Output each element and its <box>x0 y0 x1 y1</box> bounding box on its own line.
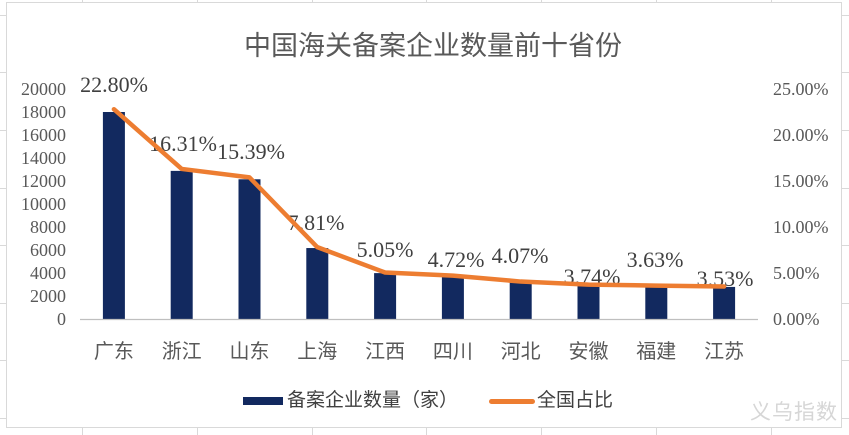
percentage-line <box>111 106 727 289</box>
left-axis-tick: 16000 <box>21 125 66 145</box>
line-point-data-label: 5.05% <box>356 237 414 262</box>
legend-label-bar-series: 备案企业数量（家） <box>287 390 459 411</box>
right-axis-tick: 10.00% <box>773 217 829 237</box>
gridline-stub <box>842 15 849 16</box>
gridline-stub <box>0 245 7 246</box>
gridline-stub <box>541 428 542 435</box>
gridline-stub <box>426 0 427 3</box>
bar-山东 <box>238 179 261 319</box>
gridline-stub <box>842 130 849 131</box>
gridline-stub <box>0 188 7 189</box>
left-axis-tick: 14000 <box>21 148 66 168</box>
gridline-stub <box>771 428 772 435</box>
gridline-stub <box>82 0 83 3</box>
gridline-stub <box>842 418 849 419</box>
legend-label-line-series: 全国占比 <box>537 390 614 411</box>
gridline-stub <box>842 188 849 189</box>
chart-title: 中国海关备案企业数量前十省份 <box>244 31 622 61</box>
gridline-stub <box>0 418 7 419</box>
bar-浙江 <box>170 170 193 319</box>
right-axis-tick: 0.00% <box>773 309 820 329</box>
gridline-stub <box>656 428 657 435</box>
gridline-stub <box>426 428 427 435</box>
line-point-data-label: 4.07% <box>491 243 549 268</box>
line-point-data-label: 22.80% <box>80 72 148 97</box>
line-point-data-label: 7.81% <box>287 210 345 235</box>
chart-object[interactable] <box>6 2 842 428</box>
left-axis-tick: 18000 <box>21 102 66 122</box>
category-label: 山东 <box>229 341 270 363</box>
bar-上海 <box>306 248 329 319</box>
gridline-stub <box>0 72 7 73</box>
gridline-stub <box>842 360 849 361</box>
gridline-stub <box>842 72 849 73</box>
right-axis-tick: 25.00% <box>773 79 829 99</box>
legend-line-swatch-icon <box>489 399 535 404</box>
gridline-stub <box>0 360 7 361</box>
bar-四川 <box>441 276 464 319</box>
gridline-stub <box>656 0 657 3</box>
gridline-stub <box>197 428 198 435</box>
bar-江西 <box>374 273 397 319</box>
bar-福建 <box>645 285 668 319</box>
category-label: 四川 <box>432 341 473 363</box>
category-label: 浙江 <box>161 341 202 363</box>
watermark: 义乌指数 <box>750 401 838 424</box>
right-axis-tick: 5.00% <box>773 263 820 283</box>
bar-广东 <box>102 112 125 319</box>
gridline-stub <box>842 245 849 246</box>
left-axis-tick: 20000 <box>21 79 66 99</box>
bar-河北 <box>509 282 532 319</box>
gridline-stub <box>0 130 7 131</box>
category-label: 安徽 <box>568 341 609 363</box>
bar-安徽 <box>577 285 600 319</box>
gridline-stub <box>0 303 7 304</box>
line-point-data-label: 3.63% <box>626 247 684 272</box>
category-label: 广东 <box>93 341 134 363</box>
gridline-stub <box>312 0 313 3</box>
bar-江苏 <box>713 286 736 319</box>
gridline-stub <box>541 0 542 3</box>
gridline-stub <box>771 0 772 3</box>
left-axis-tick: 4000 <box>30 263 66 283</box>
legend-bar-swatch-icon <box>243 397 283 405</box>
category-label: 河北 <box>500 341 541 363</box>
category-label: 江苏 <box>704 341 745 363</box>
left-axis-tick: 2000 <box>30 286 66 306</box>
gridline-stub <box>82 428 83 435</box>
category-label: 江西 <box>365 341 406 363</box>
line-point-data-label: 4.72% <box>427 247 485 272</box>
left-axis-tick: 10000 <box>21 194 66 214</box>
gridline-stub <box>0 15 7 16</box>
gridline-stub <box>312 428 313 435</box>
category-label: 上海 <box>297 341 338 363</box>
gridline-stub <box>842 303 849 304</box>
category-label: 福建 <box>636 341 677 363</box>
left-axis-tick: 8000 <box>30 217 66 237</box>
left-axis-tick: 6000 <box>30 240 66 260</box>
gridline-stub <box>197 0 198 3</box>
line-point-data-label: 15.39% <box>217 139 285 164</box>
right-axis-tick: 20.00% <box>773 125 829 145</box>
right-axis-tick: 15.00% <box>773 171 829 191</box>
left-axis-tick: 12000 <box>21 171 66 191</box>
left-axis-tick: 0 <box>57 309 66 329</box>
